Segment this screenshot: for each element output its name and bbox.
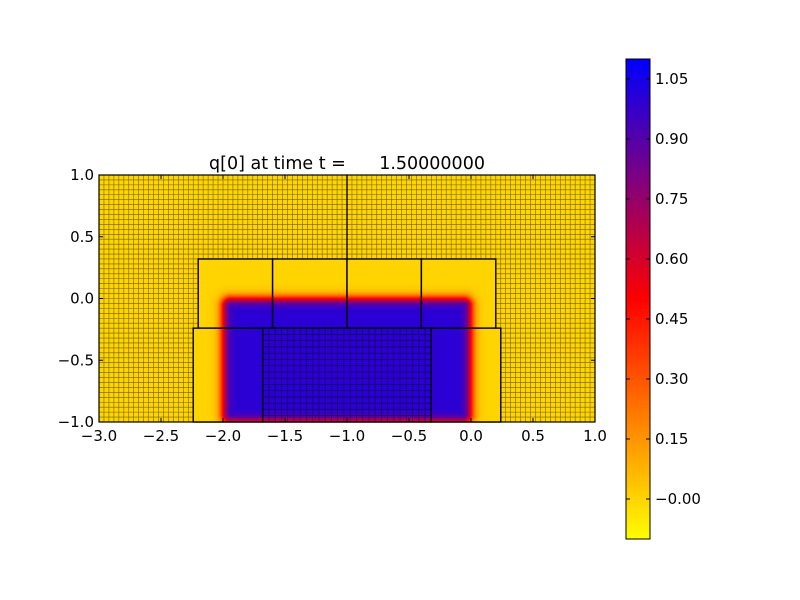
x-tick-label: −3.0 [81,427,117,445]
refined-patch-image [262,328,432,422]
refined-patch-fill [431,328,501,422]
colorbar-tick-label: 0.60 [655,250,688,268]
y-tick-label: −1.0 [58,413,94,431]
refined-patch-fill [198,258,273,328]
colorbar-tick-label: 0.45 [655,310,688,328]
colorbar-tick-label: 0.75 [655,190,688,208]
y-tick-label: 1.0 [70,166,94,184]
colorbar-tick-label: −0.00 [655,490,701,508]
x-axis: −3.0 −2.5 −2.0 −1.5 −1.0 −0.5 0.0 0.5 1.0 [81,175,607,445]
y-axis: −1.0 −0.5 0.0 0.5 1.0 [58,166,595,431]
colorbar-frame [625,58,651,540]
x-tick-label: −2.0 [205,427,241,445]
x-tick-label: −1.5 [267,427,303,445]
colorbar-tick-label: 0.30 [655,370,688,388]
x-tick-label: 0.5 [521,427,545,445]
refined-patch-image [272,258,347,328]
colorbar-tick-label: 0.15 [655,430,688,448]
refined-patch-fill [347,258,421,328]
refined-grid-lines [262,328,432,422]
x-tick-label: −1.0 [329,427,365,445]
refined-patch-fill [262,328,432,422]
y-tick-label: −0.5 [58,351,94,369]
refined-patch-fill [421,258,496,328]
chart-title: q[0] at time t = 1.50000000 [209,154,485,174]
refined-patch-image [421,258,496,328]
refined-patch-image [193,328,263,422]
x-tick-label: 1.0 [583,427,607,445]
colorbar-tick-label: 1.05 [655,70,688,88]
x-tick-label: −0.5 [391,427,427,445]
refined-patch-fill [272,258,347,328]
y-tick-label: 0.5 [70,228,94,246]
x-tick-label: 0.0 [459,427,483,445]
refined-patch-image [198,258,273,328]
y-tick-label: 0.0 [70,290,94,308]
colorbar-axis: −0.00 0.15 0.30 0.45 0.60 0.75 0.90 1.05 [626,70,701,508]
refined-patch-image [431,328,501,422]
x-tick-label: −2.5 [143,427,179,445]
refined-patch-fill [193,328,263,422]
refined-patch-image [347,258,421,328]
colorbar-tick-label: 0.90 [655,130,688,148]
